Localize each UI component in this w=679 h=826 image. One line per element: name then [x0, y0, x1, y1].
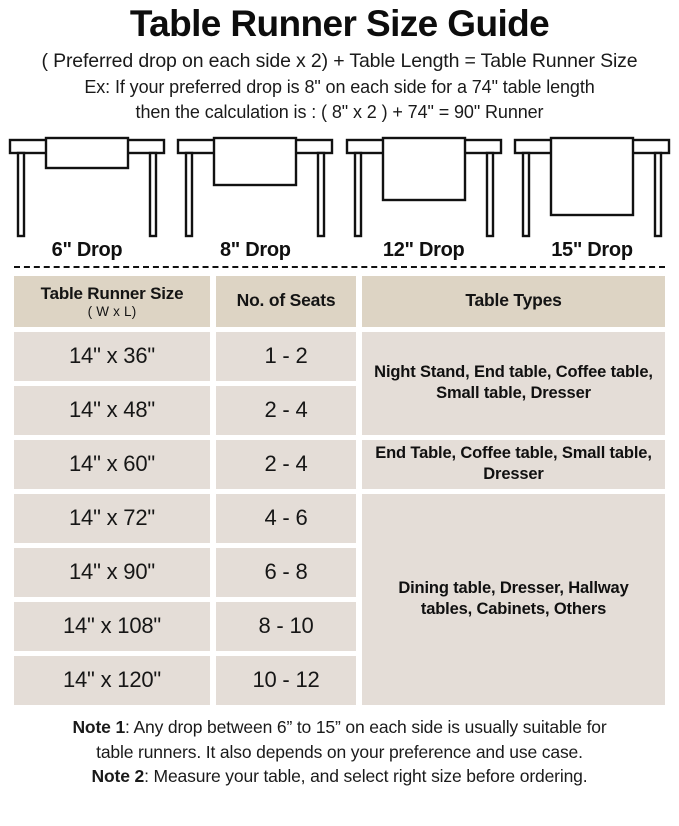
- drop-diagram-12in: 12" Drop: [343, 134, 505, 262]
- table-row: 14" x 60": [14, 439, 210, 489]
- drop-diagram-strip: 6" Drop 8" Drop 12" Drop: [0, 134, 679, 262]
- header-label-sub: ( W x L): [87, 303, 137, 319]
- note-2-label: Note 2: [91, 766, 145, 787]
- note-1-line-2: table runners. It also depends on your p…: [96, 741, 583, 762]
- column-header-table-types: Table Types: [362, 275, 665, 327]
- column-header-seats: No. of Seats: [216, 275, 356, 327]
- table-row: 14" x 90": [14, 547, 210, 597]
- note-2-text: : Measure your table, and select right s…: [144, 766, 588, 787]
- column-table-types: Table Types Night Stand, End table, Coff…: [362, 275, 665, 705]
- table-types-cell: Night Stand, End table, Coffee table, Sm…: [362, 331, 665, 435]
- drop-diagram-15in: 15" Drop: [511, 134, 673, 262]
- table-row: 8 - 10: [216, 601, 356, 651]
- note-1-line-1: Note 1: Any drop between 6” to 15” on ea…: [8, 715, 671, 740]
- table-with-runner-illustration: [345, 136, 502, 237]
- table-row: 6 - 8: [216, 547, 356, 597]
- table-row: 2 - 4: [216, 385, 356, 435]
- table-with-runner-illustration: [177, 136, 334, 237]
- column-header-runner-size: Table Runner Size ( W x L): [14, 275, 210, 327]
- header-label-main: Table Runner Size: [40, 283, 184, 303]
- guide-header: Table Runner Size Guide ( Preferred drop…: [0, 0, 679, 126]
- table-row: 4 - 6: [216, 493, 356, 543]
- note-1-text: : Any drop between 6” to 15” on each sid…: [125, 716, 607, 737]
- note-1-label: Note 1: [72, 716, 126, 737]
- table-types-cell: Dining table, Dresser, Hallway tables, C…: [362, 493, 665, 705]
- column-no-of-seats: No. of Seats 1 - 2 2 - 4 2 - 4 4 - 6 6 -…: [216, 275, 356, 705]
- header-label-main: No. of Seats: [236, 290, 336, 311]
- table-types-cell: End Table, Coffee table, Small table, Dr…: [362, 439, 665, 489]
- column-runner-size: Table Runner Size ( W x L) 14" x 36" 14"…: [14, 275, 210, 705]
- section-divider: [14, 265, 665, 268]
- table-row: 2 - 4: [216, 439, 356, 489]
- drop-label: 6" Drop: [51, 238, 123, 261]
- note-2-line: Note 2: Measure your table, and select r…: [8, 764, 671, 789]
- table-row: 14" x 108": [14, 601, 210, 651]
- table-with-runner-illustration: [513, 136, 671, 237]
- notes-section: Note 1: Any drop between 6” to 15” on ea…: [0, 715, 679, 790]
- size-guide-table: Table Runner Size ( W x L) 14" x 36" 14"…: [14, 275, 665, 705]
- table-row: 14" x 48": [14, 385, 210, 435]
- table-row: 14" x 36": [14, 331, 210, 381]
- page-title: Table Runner Size Guide: [129, 3, 550, 44]
- table-row: 14" x 72": [14, 493, 210, 543]
- table-row: 1 - 2: [216, 331, 356, 381]
- table-with-runner-illustration: [8, 136, 166, 237]
- drop-label: 15" Drop: [551, 238, 633, 261]
- drop-diagram-8in: 8" Drop: [174, 134, 336, 262]
- example-line-2: then the calculation is : ( 8" x 2 ) + 7…: [135, 102, 544, 123]
- drop-label: 12" Drop: [382, 238, 465, 261]
- drop-label: 8" Drop: [219, 238, 291, 261]
- drop-diagram-6in: 6" Drop: [6, 134, 168, 262]
- table-row: 10 - 12: [216, 655, 356, 705]
- table-row: 14" x 120": [14, 655, 210, 705]
- header-label-main: Table Types: [465, 290, 562, 311]
- example-line-1: Ex: If your preferred drop is 8" on each…: [84, 76, 595, 97]
- formula-text: ( Preferred drop on each side x 2) + Tab…: [41, 49, 638, 72]
